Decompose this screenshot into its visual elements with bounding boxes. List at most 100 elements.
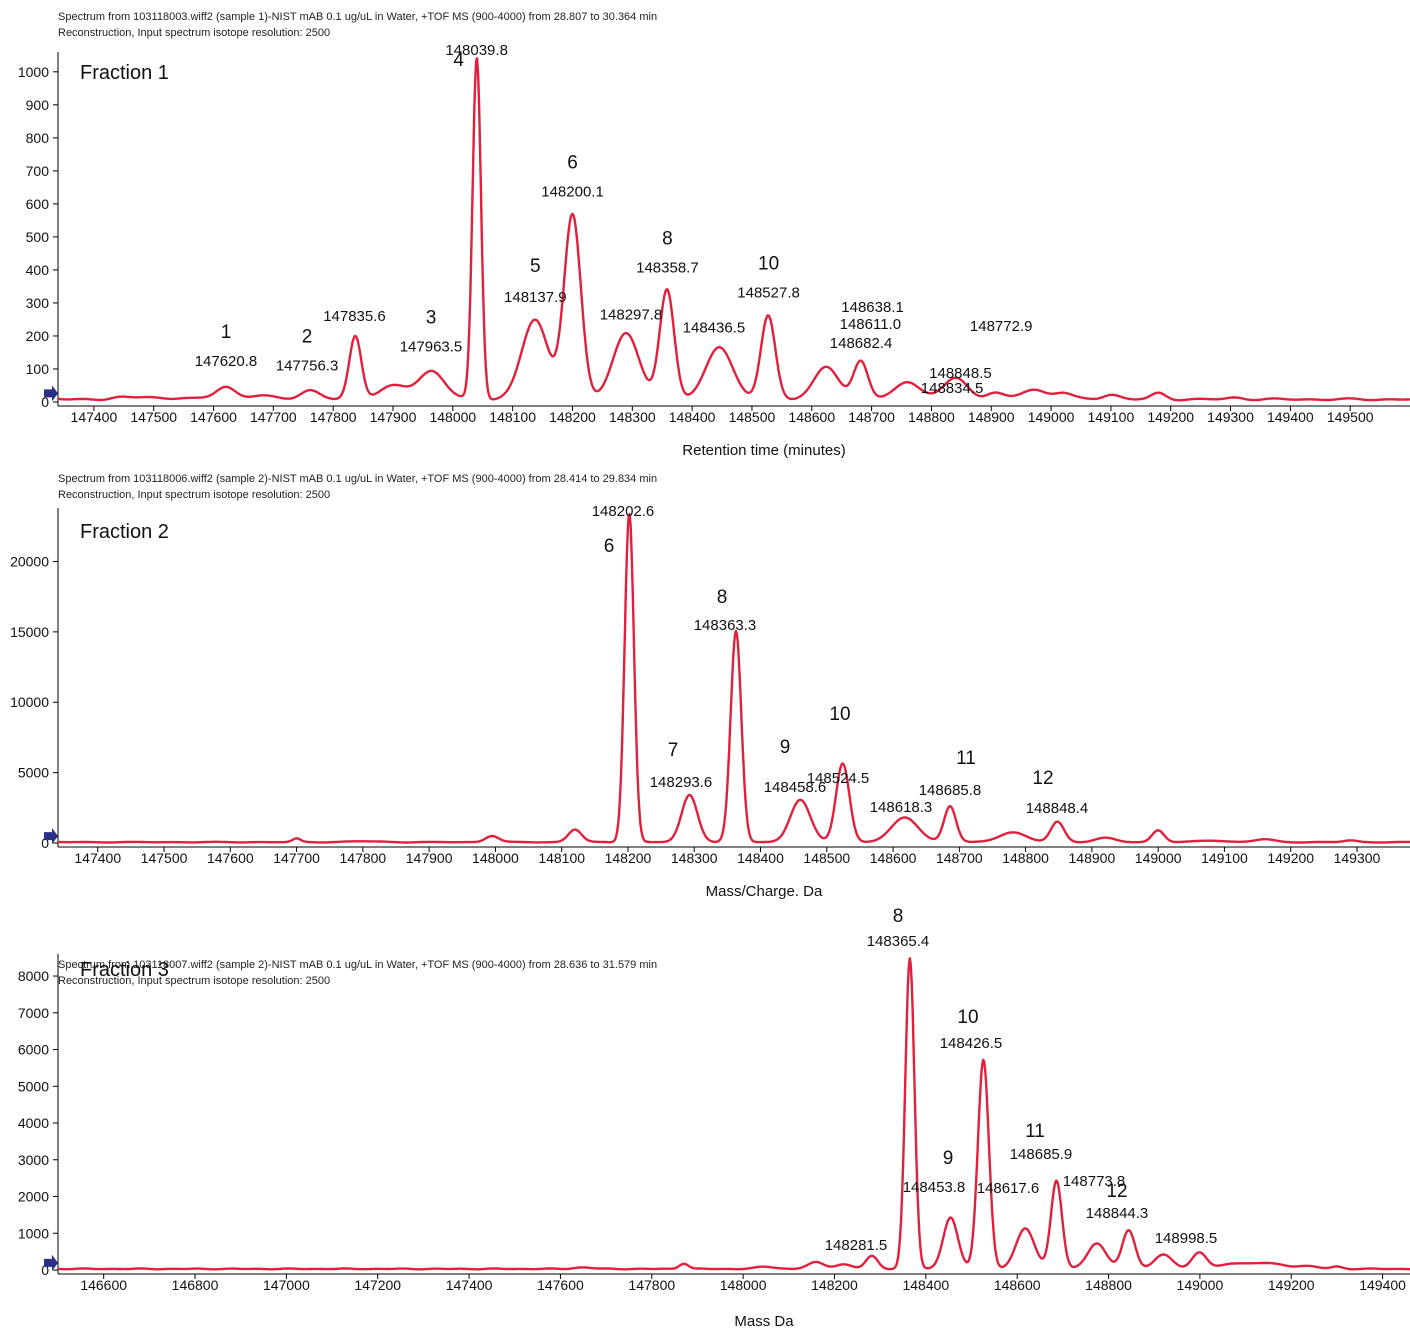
baseline-marker-icon [44,385,58,402]
peak-mass-label: 148685.9 [1010,1146,1073,1163]
x-tick-label: 148100 [538,850,585,866]
baseline-marker-icon [44,828,58,845]
y-tick-label: 7000 [18,1005,49,1021]
peak-index-label: 10 [758,253,779,274]
peak-index-label: 10 [829,704,850,725]
peak-mass-label: 148137.9 [504,289,567,306]
peak-mass-label: 148365.4 [867,933,930,950]
y-tick-label: 6000 [18,1042,49,1058]
x-tick-label: 148000 [429,409,476,425]
x-tick-label: 147700 [273,850,320,866]
y-tick-label: 1000 [18,1225,49,1241]
x-tick-label: 147800 [340,850,387,866]
x-tick-label: 146800 [172,1277,219,1293]
x-tick-label: 148800 [1085,1277,1132,1293]
spectrum-trace [57,513,1410,844]
peak-mass-label: 147835.6 [323,308,386,325]
x-axis-title: Mass/Charge. Da [706,883,823,900]
spectrum-header-line: Spectrum from 103118007.wiff2 (sample 2)… [58,959,657,971]
peak-mass-label: 148358.7 [636,260,699,277]
x-tick-label: 148500 [803,850,850,866]
chart-panel-2: Spectrum from 103118006.wiff2 (sample 2)… [10,473,1410,900]
peak-index-label: 6 [567,152,578,173]
peak-index-label: 7 [668,740,679,761]
x-axis-title: Mass Da [734,1313,794,1330]
fraction-label: Fraction 3 [80,959,169,981]
peak-index-label: 12 [1106,1181,1127,1202]
peak-mass-label: 148998.5 [1155,1230,1218,1247]
y-tick-label: 400 [26,262,50,278]
x-tick-label: 149000 [1028,409,1075,425]
x-tick-label: 148200 [549,409,596,425]
y-tick-label: 200 [26,328,50,344]
peak-index-label: 5 [530,256,541,277]
x-tick-label: 149300 [1207,409,1254,425]
x-tick-label: 147400 [74,850,121,866]
x-tick-label: 148600 [788,409,835,425]
peak-mass-label: 148458.6 [764,779,827,796]
peak-index-label: 8 [662,229,673,250]
peak-mass-label: 148426.5 [940,1035,1003,1052]
x-tick-label: 146600 [80,1277,127,1293]
x-tick-label: 148300 [609,409,656,425]
x-tick-label: 149100 [1201,850,1248,866]
peak-index-label: 1 [221,322,232,343]
peak-mass-label: 148844.3 [1086,1205,1149,1222]
x-tick-label: 149200 [1268,1277,1315,1293]
peak-index-label: 8 [717,587,728,608]
x-tick-label: 149400 [1359,1277,1406,1293]
peak-mass-label: 148039.8 [445,42,508,59]
x-tick-label: 147600 [537,1277,584,1293]
y-tick-label: 0 [41,394,49,410]
x-tick-label: 148600 [994,1277,1041,1293]
peak-mass-label: 148773.8 [1063,1173,1126,1190]
y-tick-label: 0 [41,1262,49,1278]
x-tick-label: 147900 [370,409,417,425]
spectrum-header-line: Reconstruction, Input spectrum isotope r… [58,27,330,39]
x-tick-label: 147800 [310,409,357,425]
peak-mass-label: 148527.8 [737,284,800,301]
x-tick-label: 149100 [1088,409,1135,425]
spectrum-header-line: Spectrum from 103118006.wiff2 (sample 2)… [58,473,657,485]
peak-mass-label: 148436.5 [683,319,746,336]
x-tick-label: 147700 [250,409,297,425]
x-tick-label: 147500 [130,409,177,425]
x-tick-label: 147800 [628,1277,675,1293]
spectrum-trace [57,57,1410,402]
x-tick-label: 148600 [870,850,917,866]
x-tick-label: 147400 [446,1277,493,1293]
x-tick-label: 148000 [472,850,519,866]
x-tick-label: 147900 [406,850,453,866]
spectrum-trace [57,957,1410,1271]
x-tick-label: 147500 [141,850,188,866]
peak-mass-label: 148297.8 [600,306,663,323]
x-tick-label: 148900 [968,409,1015,425]
x-tick-label: 148500 [729,409,776,425]
x-tick-label: 147000 [263,1277,310,1293]
peak-mass-label: 148618.3 [870,799,933,816]
peak-mass-label: 148363.3 [694,617,757,634]
y-tick-label: 10000 [10,694,49,710]
fraction-label: Fraction 1 [80,62,169,84]
peak-index-label: 2 [302,326,313,347]
x-tick-label: 148900 [1069,850,1116,866]
x-axis-title: Retention time (minutes) [682,442,845,459]
y-tick-label: 300 [26,295,50,311]
y-tick-label: 500 [26,229,50,245]
x-tick-label: 148000 [720,1277,767,1293]
peak-index-label: 10 [957,1007,978,1028]
peak-mass-label: 148834.5 [921,380,984,397]
peak-index-label: 6 [604,536,615,557]
peak-mass-label: 148281.5 [825,1237,888,1254]
peak-mass-label: 148293.6 [650,774,713,791]
x-tick-label: 148700 [848,409,895,425]
peak-index-label: 8 [893,906,904,927]
x-tick-label: 148100 [489,409,536,425]
peak-mass-label: 147963.5 [400,338,463,355]
peak-index-label: 11 [1025,1121,1045,1142]
fraction-label: Fraction 2 [80,521,169,543]
peak-mass-label: 148524.5 [807,770,870,787]
peak-mass-label: 148202.6 [592,503,655,520]
peak-mass-label: 147756.3 [276,357,339,374]
y-tick-label: 3000 [18,1152,49,1168]
